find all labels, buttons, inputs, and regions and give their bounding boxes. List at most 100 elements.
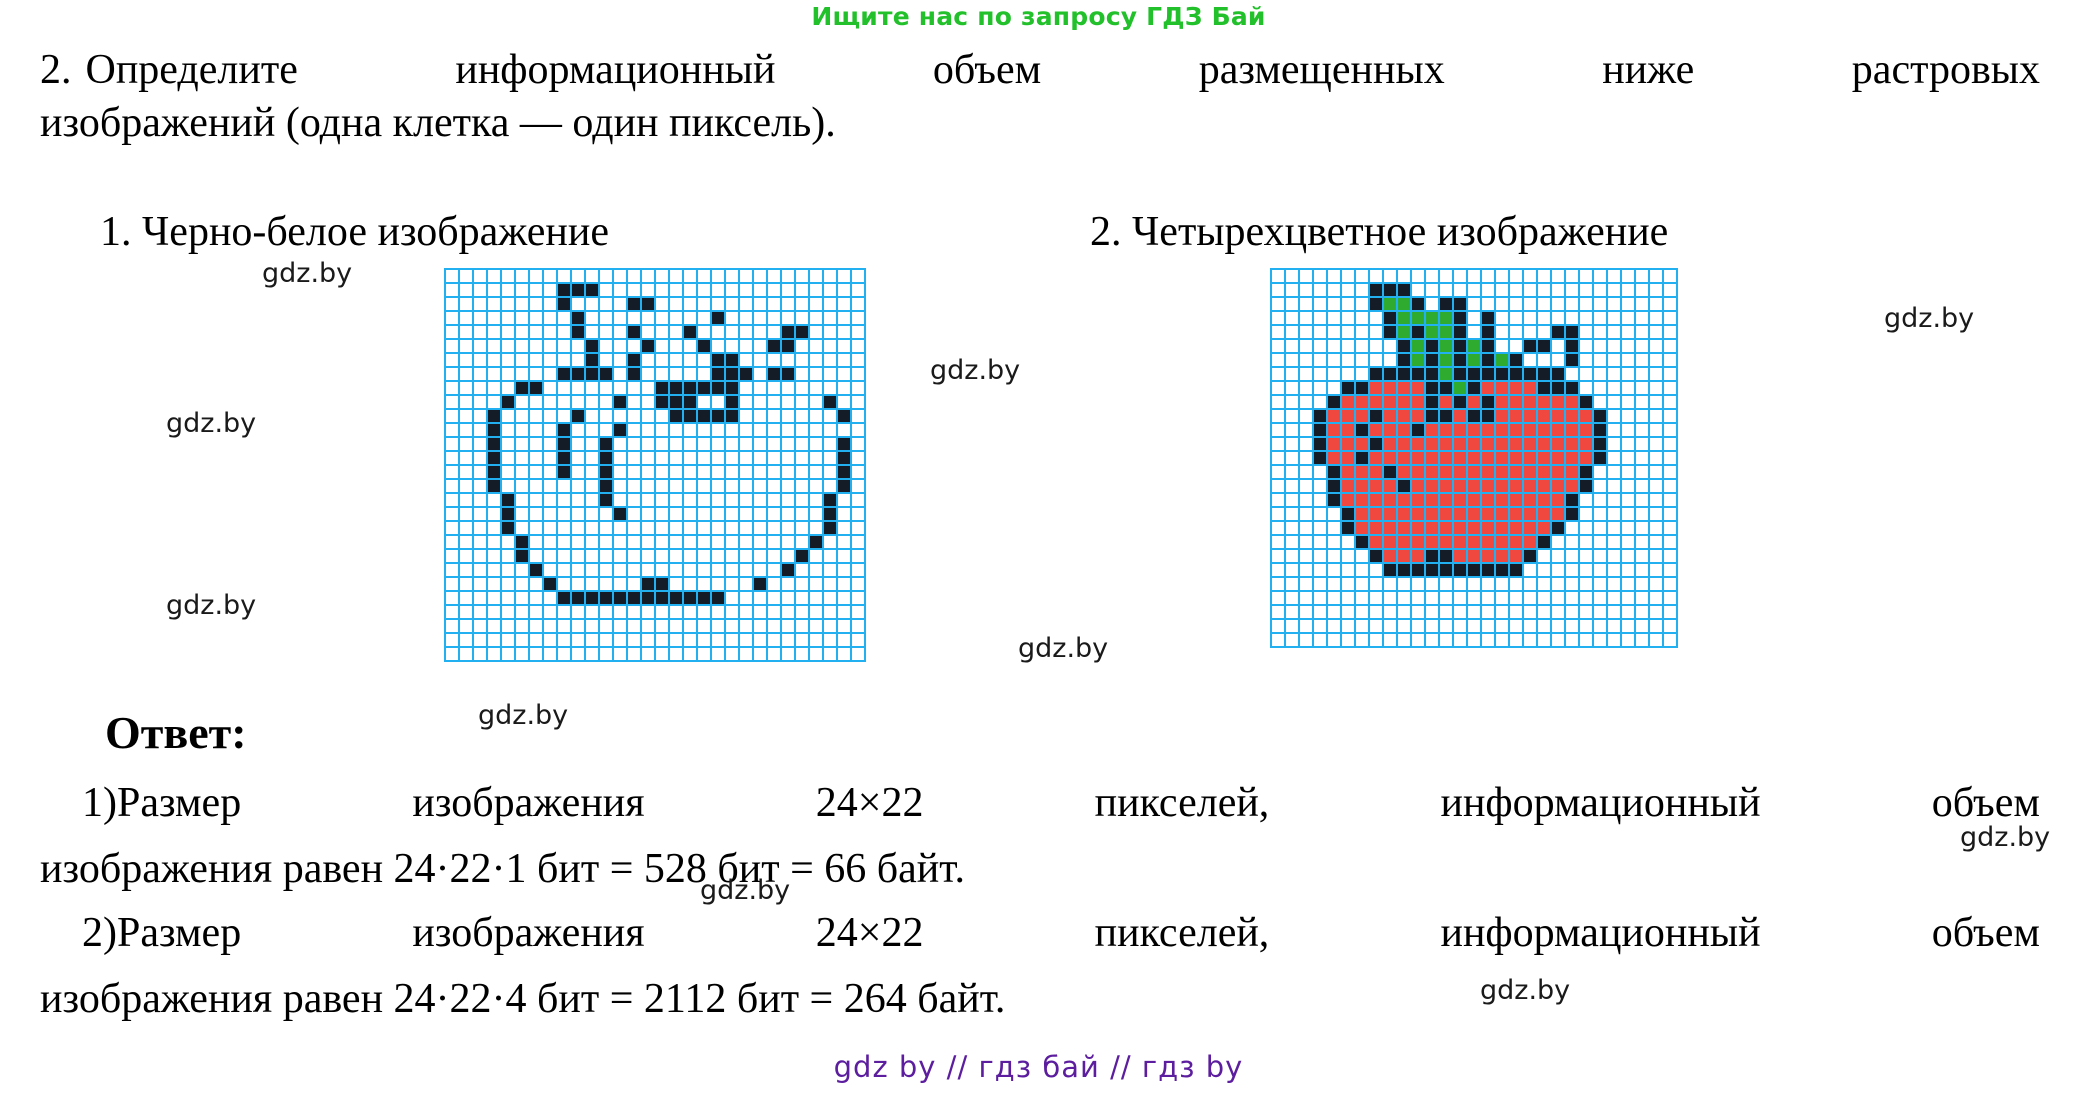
pixel-cell xyxy=(642,410,654,422)
pixel-cell xyxy=(600,634,612,646)
pixel-cell xyxy=(1496,522,1508,534)
pixel-cell xyxy=(1496,340,1508,352)
pixel-cell xyxy=(740,480,752,492)
pixel-cell xyxy=(446,312,458,324)
pixel-cell xyxy=(614,284,626,296)
pixel-cell xyxy=(572,508,584,520)
pixel-cell xyxy=(782,634,794,646)
pixel-cell xyxy=(502,284,514,296)
pixel-cell xyxy=(586,438,598,450)
pixel-cell xyxy=(1272,452,1284,464)
pixel-cell xyxy=(1510,620,1522,632)
pixel-cell xyxy=(558,634,570,646)
pixel-cell xyxy=(810,508,822,520)
pixel-cell xyxy=(810,634,822,646)
pixel-cell xyxy=(1580,494,1592,506)
pixel-cell xyxy=(530,424,542,436)
pixel-cell xyxy=(1510,606,1522,618)
pixel-cell xyxy=(460,382,472,394)
pixel-cell xyxy=(810,424,822,436)
pixel-cell xyxy=(516,620,528,632)
pixel-cell xyxy=(754,564,766,576)
pixel-cell xyxy=(1566,620,1578,632)
pixel-cell xyxy=(1468,620,1480,632)
pixel-cell xyxy=(558,494,570,506)
pixel-cell xyxy=(1538,550,1550,562)
pixel-cell xyxy=(1636,620,1648,632)
pixel-cell xyxy=(768,452,780,464)
pixel-cell xyxy=(726,340,738,352)
pixel-cell xyxy=(1664,508,1676,520)
pixel-cell xyxy=(516,410,528,422)
pixel-cell xyxy=(838,550,850,562)
pixel-cell xyxy=(474,606,486,618)
pixel-cell xyxy=(460,284,472,296)
pixel-cell xyxy=(740,606,752,618)
pixel-cell xyxy=(852,424,864,436)
pixel-cell xyxy=(1412,410,1424,422)
pixel-cell xyxy=(684,536,696,548)
pixel-cell xyxy=(488,578,500,590)
watermark-gdz: gdz.by xyxy=(262,258,353,289)
pixel-cell xyxy=(726,354,738,366)
pixel-cell xyxy=(642,564,654,576)
pixel-cell xyxy=(768,536,780,548)
pixel-cell xyxy=(1356,494,1368,506)
pixel-cell xyxy=(852,508,864,520)
pixel-cell xyxy=(1356,424,1368,436)
pixel-cell xyxy=(1468,326,1480,338)
pixel-cell xyxy=(1384,298,1396,310)
pixel-cell xyxy=(1594,396,1606,408)
pixel-cell xyxy=(1482,312,1494,324)
pixel-cell xyxy=(1622,340,1634,352)
pixel-cell xyxy=(1398,438,1410,450)
pixel-cell xyxy=(1510,410,1522,422)
pixel-cell xyxy=(1286,424,1298,436)
pixel-cell xyxy=(1650,438,1662,450)
pixel-cell xyxy=(726,452,738,464)
pixel-cell xyxy=(1328,466,1340,478)
pixel-cell xyxy=(1328,564,1340,576)
pixel-cell xyxy=(516,578,528,590)
pixel-cell xyxy=(1314,480,1326,492)
pixel-cell xyxy=(530,382,542,394)
pixel-cell xyxy=(1650,606,1662,618)
pixel-cell xyxy=(782,340,794,352)
pixel-cell xyxy=(1482,410,1494,422)
pixel-cell xyxy=(768,270,780,282)
pixel-cell xyxy=(1356,396,1368,408)
pixel-cell xyxy=(1552,592,1564,604)
pixel-cell xyxy=(558,368,570,380)
pixel-cell xyxy=(516,284,528,296)
pixel-cell xyxy=(698,466,710,478)
pixel-cell xyxy=(684,410,696,422)
pixel-cell xyxy=(1440,578,1452,590)
pixel-cell xyxy=(1622,592,1634,604)
pixel-cell xyxy=(796,298,808,310)
pixel-cell xyxy=(488,494,500,506)
pixel-cell xyxy=(698,396,710,408)
pixel-cell xyxy=(782,466,794,478)
pixel-cell xyxy=(600,480,612,492)
pixel-cell xyxy=(1412,550,1424,562)
pixel-cell xyxy=(726,466,738,478)
pixel-cell xyxy=(852,564,864,576)
answer-item-1: 1)Размер изображения 24×22 пикселей, инф… xyxy=(40,770,2040,902)
pixel-cell xyxy=(1510,438,1522,450)
pixel-cell xyxy=(460,396,472,408)
pixel-cell xyxy=(796,634,808,646)
pixel-cell xyxy=(1356,382,1368,394)
pixel-cell xyxy=(558,424,570,436)
pixel-cell xyxy=(488,312,500,324)
pixel-cell xyxy=(1636,452,1648,464)
pixel-cell xyxy=(1426,396,1438,408)
pixel-cell xyxy=(1398,480,1410,492)
pixel-cell xyxy=(726,396,738,408)
pixel-cell xyxy=(642,382,654,394)
pixel-cell xyxy=(1496,480,1508,492)
pixel-cell xyxy=(796,396,808,408)
pixel-cell xyxy=(1524,508,1536,520)
pixel-cell xyxy=(586,466,598,478)
pixel-cell xyxy=(502,382,514,394)
pixel-cell xyxy=(1552,508,1564,520)
